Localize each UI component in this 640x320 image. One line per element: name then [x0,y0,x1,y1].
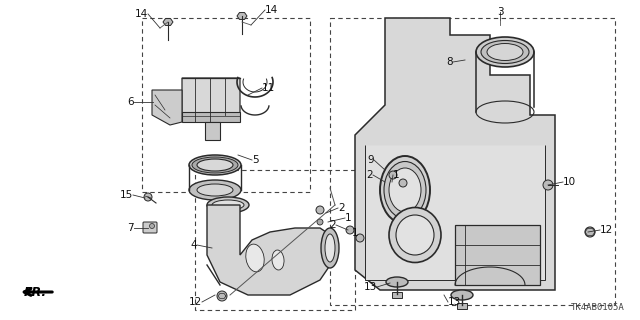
Polygon shape [365,145,545,280]
Bar [392,292,402,298]
Ellipse shape [197,184,233,196]
Ellipse shape [386,277,408,287]
Circle shape [316,206,324,214]
FancyBboxPatch shape [143,222,157,233]
Circle shape [217,291,227,301]
Text: 2: 2 [338,203,344,213]
Bar [142,18,310,192]
Text: 13: 13 [448,297,461,307]
Text: 6: 6 [127,97,134,107]
Ellipse shape [487,44,523,60]
Text: 15: 15 [120,190,133,200]
Text: 1: 1 [352,228,358,238]
Ellipse shape [451,290,473,300]
Ellipse shape [325,234,335,262]
Text: 10: 10 [563,177,576,187]
Text: 7: 7 [127,223,134,233]
Circle shape [317,219,323,225]
Ellipse shape [272,250,284,270]
Bar [457,303,467,309]
Text: 1: 1 [393,170,399,180]
Ellipse shape [380,156,430,224]
Text: FR.: FR. [24,285,47,299]
Circle shape [356,234,364,242]
Circle shape [389,171,397,179]
Bar [205,122,220,140]
Ellipse shape [384,162,426,219]
Ellipse shape [321,228,339,268]
Ellipse shape [189,155,241,175]
Ellipse shape [197,159,233,171]
Ellipse shape [476,37,534,67]
Text: 2: 2 [330,220,336,230]
Ellipse shape [481,41,529,63]
Ellipse shape [207,197,249,213]
Ellipse shape [189,180,241,200]
Text: 13: 13 [364,282,377,292]
Text: 2: 2 [366,170,373,180]
Polygon shape [163,19,173,26]
Circle shape [144,193,152,201]
Text: 1: 1 [345,213,351,223]
Text: 5: 5 [252,155,259,165]
Ellipse shape [389,168,421,212]
Circle shape [399,179,407,187]
Ellipse shape [389,207,441,262]
Text: 14: 14 [135,9,148,19]
Bar [195,170,355,310]
Text: 14: 14 [265,5,278,15]
Polygon shape [152,90,182,125]
Bar [330,18,615,305]
Text: 11: 11 [262,83,275,93]
Circle shape [150,223,154,228]
Polygon shape [207,205,335,295]
Circle shape [346,226,354,234]
Ellipse shape [246,244,264,272]
Ellipse shape [212,200,244,210]
Text: 3: 3 [497,7,503,17]
Polygon shape [237,12,247,20]
Text: 4: 4 [190,240,197,250]
Text: 9: 9 [367,155,374,165]
Ellipse shape [192,157,238,173]
Bar [182,112,240,122]
Circle shape [543,180,553,190]
Polygon shape [182,78,240,122]
Text: TK4AB0105A: TK4AB0105A [572,303,625,312]
Polygon shape [355,18,555,290]
Circle shape [585,227,595,237]
Ellipse shape [396,215,434,255]
Text: 12: 12 [600,225,613,235]
Polygon shape [455,225,540,285]
Text: 8: 8 [446,57,453,67]
Text: 12: 12 [189,297,202,307]
